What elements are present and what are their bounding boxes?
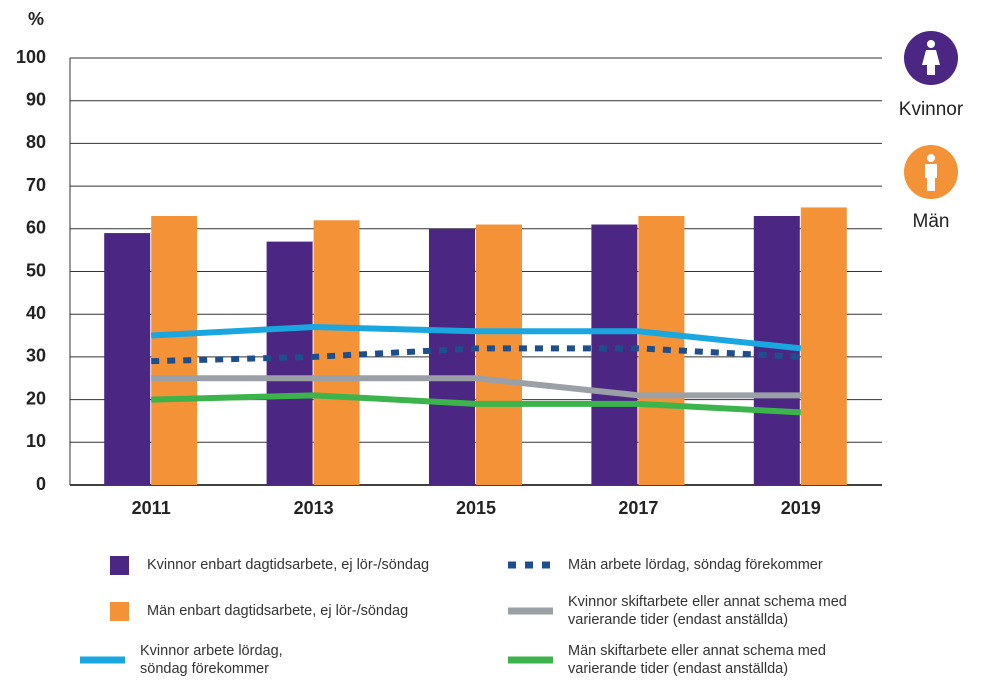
y-tick-label: 0 <box>36 474 46 494</box>
x-tick-label: 2015 <box>456 498 496 518</box>
y-tick-label: 30 <box>26 346 46 366</box>
legend-swatch <box>110 556 129 575</box>
y-tick-label: 20 <box>26 388 46 408</box>
bar <box>800 207 847 485</box>
legend-label: Män skiftarbete eller annat schema med v… <box>568 643 826 677</box>
bar <box>104 233 151 485</box>
side-label: Män <box>913 211 950 232</box>
line <box>151 345 801 365</box>
x-tick-label: 2011 <box>132 498 171 518</box>
y-tick-label: 40 <box>26 303 46 323</box>
bar <box>591 224 638 485</box>
line <box>151 375 801 399</box>
bar <box>151 215 198 486</box>
bar <box>476 224 522 485</box>
legend-label: Män enbart dagtidsarbete, ej lör-/söndag <box>147 603 409 619</box>
line <box>151 392 801 416</box>
y-tick-label: 100 <box>16 47 46 67</box>
x-tick-label: 2019 <box>781 498 821 518</box>
x-tick-label: 2017 <box>618 498 658 518</box>
line <box>151 324 802 352</box>
y-axis-label: % <box>28 9 44 29</box>
y-tick-label: 50 <box>26 260 46 280</box>
legend-label: Kvinnor enbart dagtidsarbete, ej lör-/sö… <box>147 557 430 573</box>
y-tick-label: 80 <box>26 132 46 152</box>
y-tick-label: 10 <box>26 431 46 451</box>
y-tick-label: 90 <box>26 89 46 109</box>
bar <box>638 215 685 486</box>
bar <box>753 215 800 486</box>
legend-label: Kvinnor arbete lördag, söndag förekommer <box>140 643 283 677</box>
legend-label: Kvinnor skiftarbete eller annat schema m… <box>568 594 847 628</box>
y-tick-label: 60 <box>26 218 46 238</box>
female-icon <box>904 31 958 85</box>
y-tick-label: 70 <box>26 175 46 195</box>
bar <box>266 241 313 485</box>
legend-swatch <box>110 602 129 621</box>
male-icon <box>904 145 958 199</box>
side-label: Kvinnor <box>899 99 964 120</box>
bar <box>313 220 360 485</box>
x-tick-label: 2013 <box>294 498 334 518</box>
legend-label: Män arbete lördag, söndag förekommer <box>568 557 823 573</box>
bar <box>429 228 475 486</box>
